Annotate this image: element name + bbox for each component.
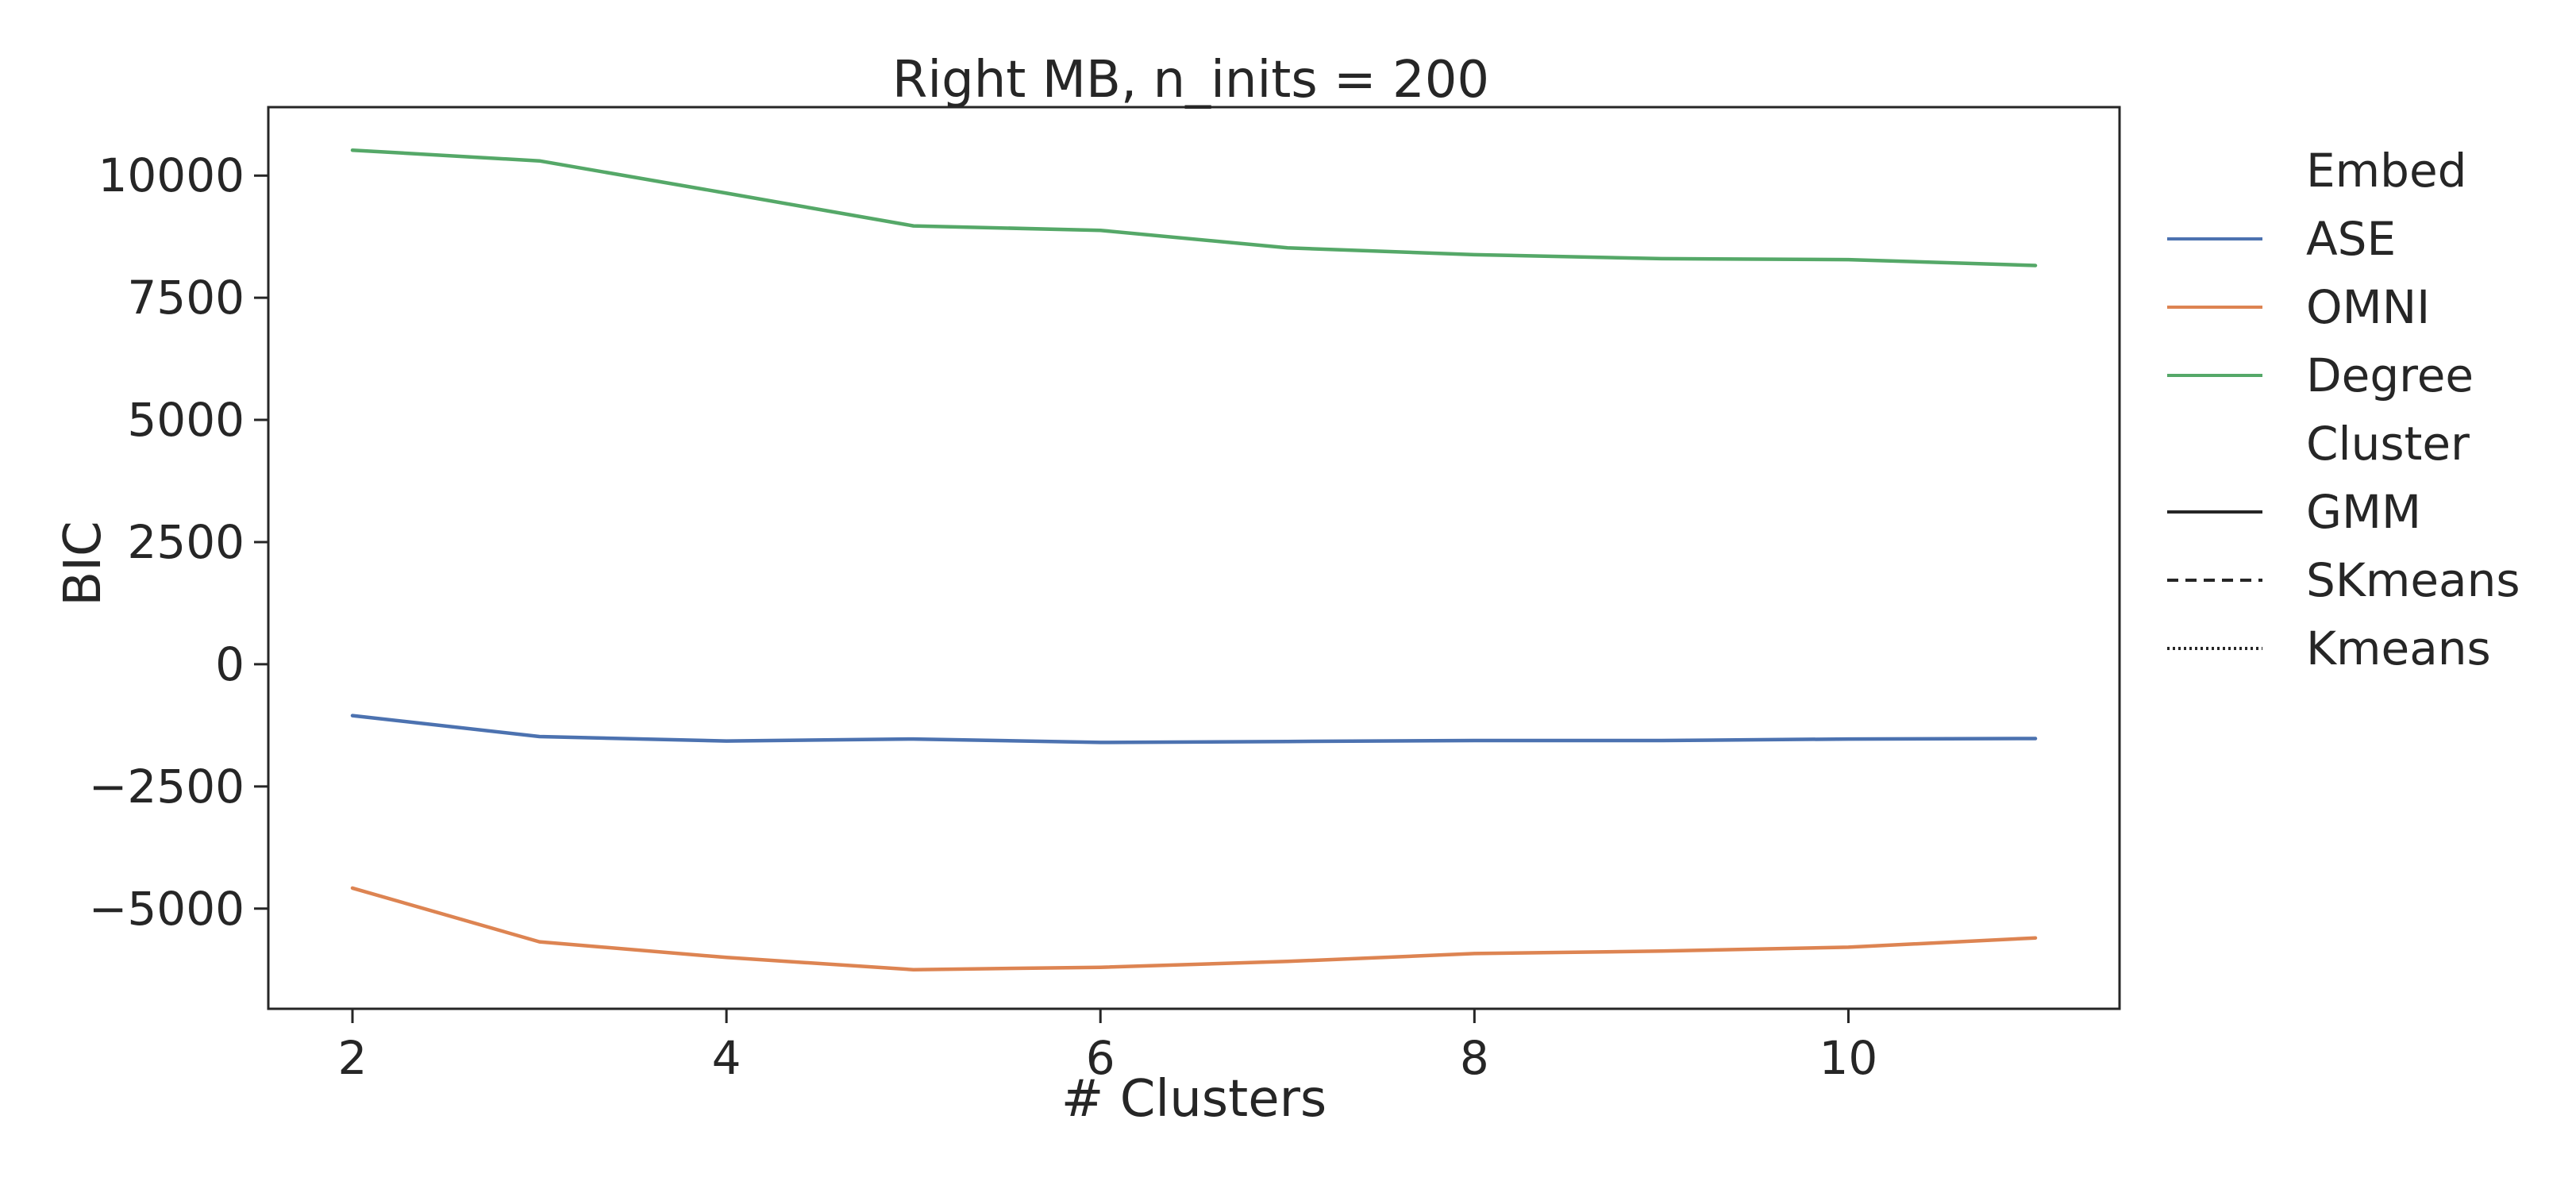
series-line-degree bbox=[350, 148, 2038, 267]
x-tick-label: 4 bbox=[712, 1031, 741, 1085]
y-tick-label: 10000 bbox=[98, 148, 245, 202]
y-axis: 10000 7500 5000 2500 0 −2500 −5000 bbox=[89, 148, 268, 936]
y-axis-label: BIC bbox=[54, 521, 113, 606]
x-tick-label: 2 bbox=[338, 1031, 368, 1085]
legend-header-cluster: Cluster bbox=[2306, 417, 2470, 471]
legend-label-gmm: GMM bbox=[2306, 485, 2421, 539]
plot-area bbox=[350, 148, 2038, 971]
legend-label-skmeans: SKmeans bbox=[2306, 553, 2520, 607]
chart-title: Right MB, n_inits = 200 bbox=[892, 51, 1489, 110]
y-tick-label: −5000 bbox=[89, 882, 245, 936]
x-axis: 2 4 6 8 10 bbox=[338, 1009, 1878, 1085]
x-axis-label: # Clusters bbox=[1061, 1070, 1327, 1129]
y-tick-label: 5000 bbox=[127, 393, 245, 447]
legend-label-degree: Degree bbox=[2306, 348, 2474, 402]
x-tick-label: 6 bbox=[1086, 1031, 1115, 1085]
legend-header-embed: Embed bbox=[2306, 144, 2466, 198]
y-tick-label: 2500 bbox=[127, 515, 245, 569]
y-tick-label: −2500 bbox=[89, 760, 245, 814]
legend-label-ase: ASE bbox=[2306, 212, 2396, 266]
x-tick-label: 8 bbox=[1460, 1031, 1489, 1085]
legend-label-kmeans: Kmeans bbox=[2306, 621, 2491, 675]
plot-frame bbox=[267, 106, 2121, 1010]
series-line-ase bbox=[350, 714, 2038, 744]
y-tick-label: 0 bbox=[215, 637, 245, 691]
y-tick-label: 7500 bbox=[127, 271, 245, 325]
legend-label-omni: OMNI bbox=[2306, 280, 2430, 334]
series-line-omni bbox=[350, 886, 2038, 971]
x-tick-label: 10 bbox=[1819, 1031, 1878, 1085]
legend: Embed ASE OMNI Degree Cluster GMM SKmeans Kmean… bbox=[2167, 144, 2520, 675]
